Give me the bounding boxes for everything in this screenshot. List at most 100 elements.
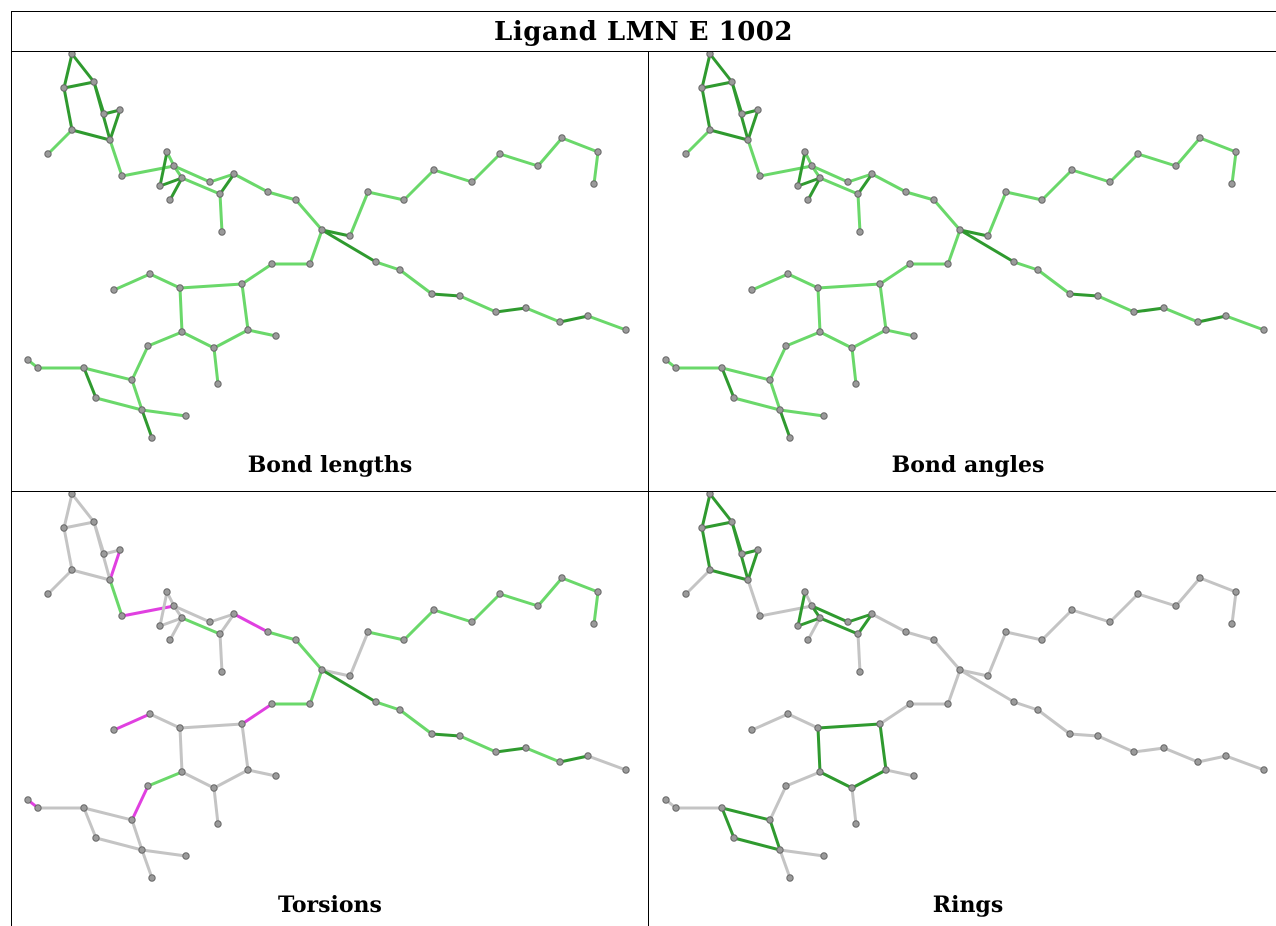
bond <box>586 314 628 332</box>
atom <box>1160 304 1168 312</box>
atom <box>738 110 746 118</box>
atom <box>496 150 504 158</box>
atom <box>238 280 246 288</box>
atom <box>1196 134 1204 142</box>
atom <box>68 566 76 574</box>
atom <box>170 602 178 610</box>
atom <box>1066 730 1074 738</box>
bond <box>560 576 600 594</box>
bond <box>208 172 236 184</box>
atom <box>80 804 88 812</box>
bond <box>240 722 250 772</box>
bond <box>720 806 736 840</box>
atom <box>801 588 809 596</box>
atom <box>906 700 914 708</box>
bond <box>778 848 792 880</box>
atom <box>1134 150 1142 158</box>
atom <box>146 710 154 718</box>
atom <box>346 232 354 240</box>
bond <box>366 190 406 202</box>
bond <box>218 172 236 196</box>
atom <box>876 280 884 288</box>
bond <box>70 128 112 142</box>
bond <box>1162 306 1200 324</box>
bond <box>178 726 184 774</box>
bond <box>172 604 212 624</box>
atom <box>1194 758 1202 766</box>
bond <box>46 128 74 156</box>
bond <box>856 612 874 636</box>
atom <box>210 344 218 352</box>
bond <box>946 668 962 706</box>
atom <box>244 326 252 334</box>
bond <box>180 330 216 350</box>
atom <box>808 602 816 610</box>
atom <box>68 126 76 134</box>
bond <box>308 668 324 706</box>
bond <box>816 726 822 774</box>
atom <box>400 636 408 644</box>
bond <box>816 722 882 730</box>
bond <box>148 272 182 290</box>
bond <box>818 330 854 350</box>
atom <box>1160 744 1168 752</box>
atom <box>868 170 876 178</box>
bond <box>750 272 790 292</box>
atom <box>868 610 876 618</box>
bond <box>218 192 224 234</box>
bond <box>168 176 184 202</box>
bond <box>62 80 96 90</box>
panel-caption: Torsions <box>278 892 382 918</box>
atom <box>1010 698 1018 706</box>
atom <box>944 260 952 268</box>
atom <box>558 134 566 142</box>
atom <box>1228 620 1236 628</box>
atom <box>68 492 76 498</box>
atom <box>1194 318 1202 326</box>
atom <box>930 196 938 204</box>
panel-bond-angles: Bond angles <box>650 52 1276 486</box>
atom <box>372 258 380 266</box>
atom <box>522 744 530 752</box>
atom <box>672 804 680 812</box>
bond <box>700 86 712 132</box>
atom <box>876 720 884 728</box>
bond <box>700 526 712 572</box>
atom <box>230 610 238 618</box>
molecule-bond-angles <box>662 52 1268 442</box>
bond <box>1174 136 1202 168</box>
atom <box>144 782 152 790</box>
atom <box>1106 178 1114 186</box>
atom <box>534 162 542 170</box>
bond <box>850 328 888 350</box>
atom <box>90 518 98 526</box>
bond <box>768 784 788 822</box>
atom <box>238 720 246 728</box>
bond <box>294 198 324 232</box>
atom <box>1002 188 1010 196</box>
bond <box>458 294 498 314</box>
bond <box>108 108 122 142</box>
bond <box>158 616 184 628</box>
bond <box>818 616 860 636</box>
bond <box>62 526 74 572</box>
bond <box>784 770 822 788</box>
bond <box>586 754 628 772</box>
atom <box>930 636 938 644</box>
atom <box>214 820 222 828</box>
bond <box>750 712 790 732</box>
bond <box>320 228 378 264</box>
bond <box>62 52 74 90</box>
atom <box>206 178 214 186</box>
bond <box>846 172 874 184</box>
atom <box>718 804 726 812</box>
atom <box>110 286 118 294</box>
bond <box>294 638 324 672</box>
bond <box>398 268 434 296</box>
bond <box>402 608 436 642</box>
atom <box>176 284 184 292</box>
atom <box>814 284 822 292</box>
bond <box>810 604 850 624</box>
bond <box>850 786 858 826</box>
